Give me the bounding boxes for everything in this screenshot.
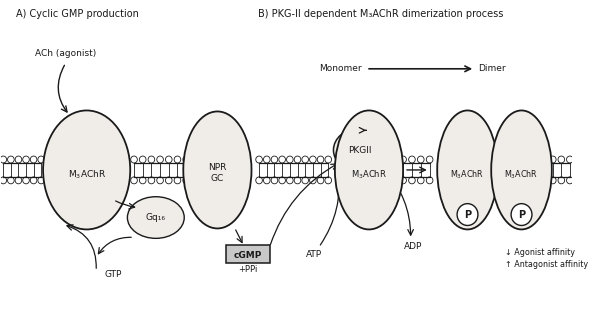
Text: B) PKG-II dependent M₃AChR dimerization process: B) PKG-II dependent M₃AChR dimerization … bbox=[258, 9, 503, 19]
Text: +PPi: +PPi bbox=[238, 265, 258, 274]
Text: P: P bbox=[464, 210, 471, 219]
Text: ACh (agonist): ACh (agonist) bbox=[35, 49, 96, 58]
Ellipse shape bbox=[183, 111, 252, 229]
Text: M$_3$AChR: M$_3$AChR bbox=[504, 169, 539, 181]
Text: GTP: GTP bbox=[105, 270, 122, 278]
Text: Dimer: Dimer bbox=[479, 64, 506, 73]
Circle shape bbox=[511, 204, 532, 226]
Text: NPR
GC: NPR GC bbox=[208, 163, 226, 183]
Circle shape bbox=[457, 204, 478, 226]
Text: M$_3$AChR: M$_3$AChR bbox=[67, 169, 106, 181]
Text: PKGII: PKGII bbox=[348, 146, 371, 155]
Text: M$_3$AChR: M$_3$AChR bbox=[450, 169, 485, 181]
Text: cGMP: cGMP bbox=[234, 251, 262, 260]
Text: ↓ Agonist affinity: ↓ Agonist affinity bbox=[506, 248, 576, 257]
Text: Monomer: Monomer bbox=[319, 64, 362, 73]
Ellipse shape bbox=[437, 111, 498, 230]
Text: M$_3$AChR: M$_3$AChR bbox=[351, 169, 387, 181]
Ellipse shape bbox=[43, 111, 130, 230]
Text: A) Cyclic GMP production: A) Cyclic GMP production bbox=[16, 9, 138, 19]
Text: ATP: ATP bbox=[306, 250, 322, 259]
Text: ADP: ADP bbox=[405, 242, 423, 251]
Ellipse shape bbox=[491, 111, 552, 230]
Text: Gq₁₆: Gq₁₆ bbox=[146, 213, 166, 222]
Ellipse shape bbox=[335, 111, 403, 230]
Text: ↑ Antagonist affinity: ↑ Antagonist affinity bbox=[506, 259, 589, 269]
FancyBboxPatch shape bbox=[226, 245, 270, 263]
Ellipse shape bbox=[334, 128, 385, 172]
Ellipse shape bbox=[128, 197, 184, 238]
Text: P: P bbox=[518, 210, 525, 219]
